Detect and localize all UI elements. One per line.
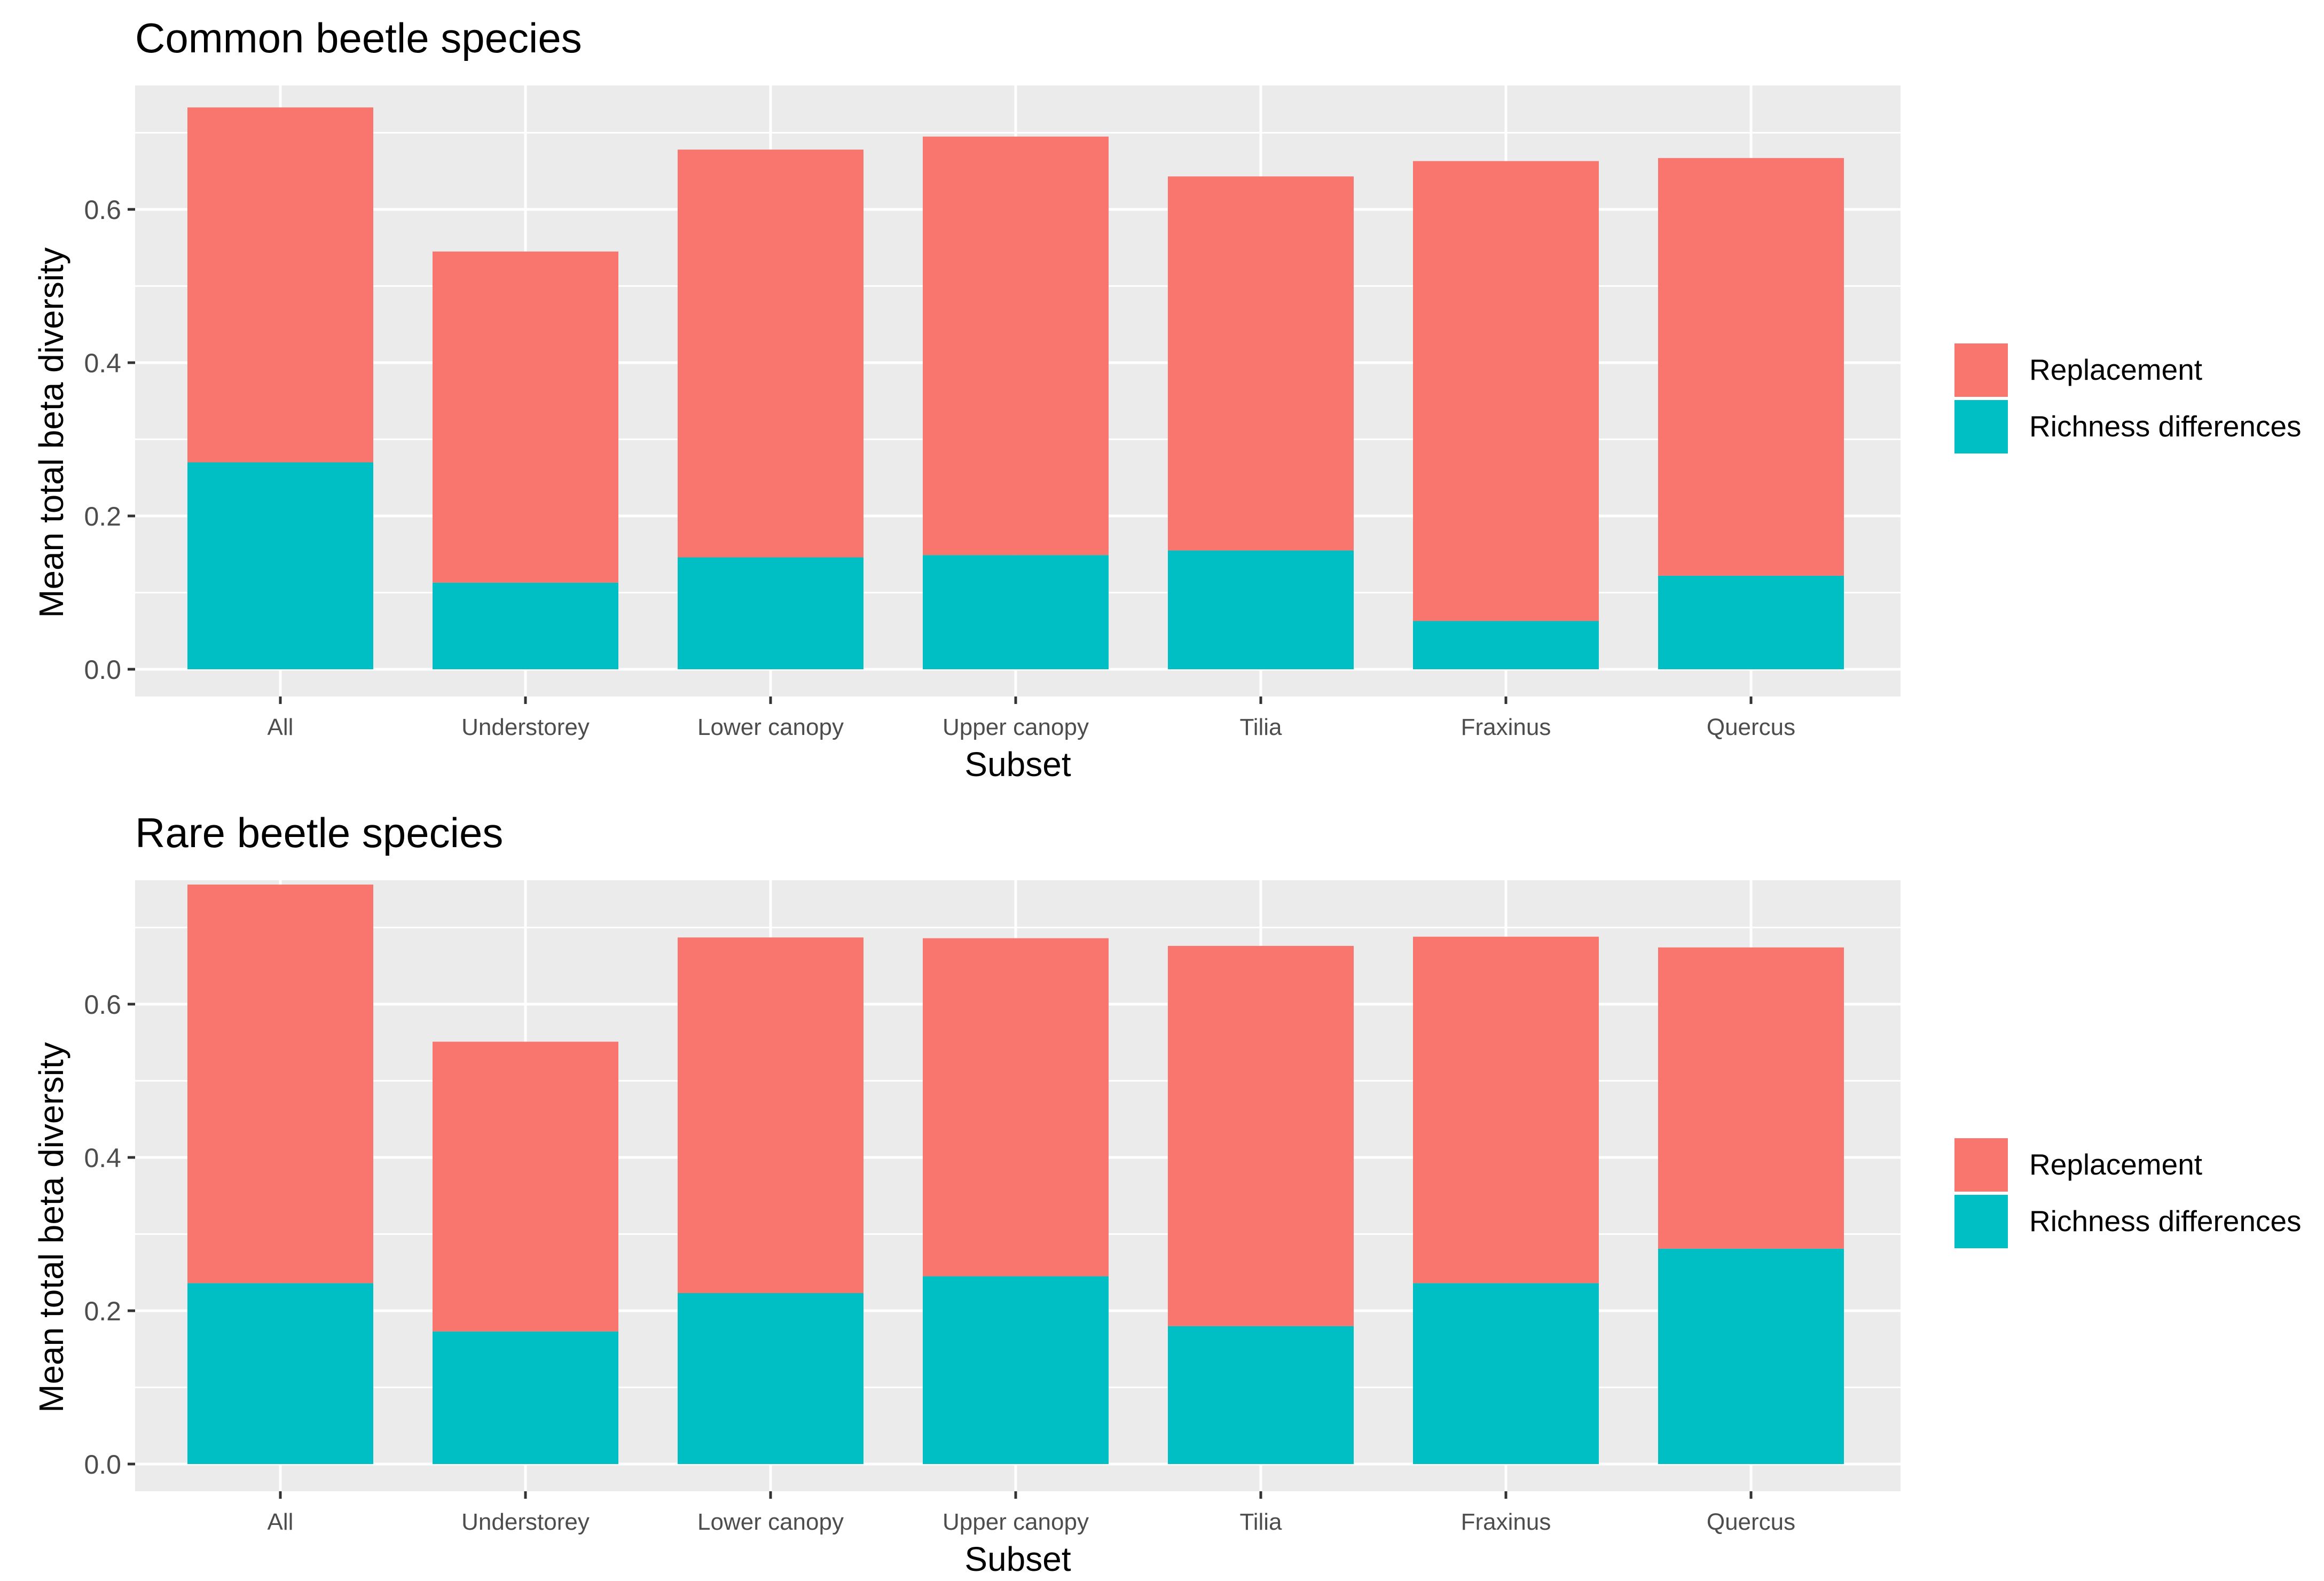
bar-replacement-all — [187, 107, 373, 463]
y-axis-title: Mean total beta diversity — [32, 1042, 70, 1413]
bar-replacement-lower-canopy — [678, 937, 863, 1293]
bar-richness-lower-canopy — [678, 1293, 863, 1464]
y-tick-label: 0.6 — [84, 990, 121, 1020]
y-tick-label: 0.2 — [84, 502, 121, 531]
legend-key-replacement — [1954, 343, 2008, 397]
y-axis-title: Mean total beta diversity — [32, 247, 70, 618]
legend-key-replacement — [1954, 1138, 2008, 1192]
bar-richness-quercus — [1658, 575, 1844, 669]
legend-label: Replacement — [2029, 1148, 2202, 1181]
y-tick-label: 0.4 — [84, 1143, 121, 1173]
bar-replacement-fraxinus — [1413, 161, 1599, 621]
x-tick-label: Upper canopy — [943, 714, 1089, 740]
x-axis-title: Subset — [964, 1540, 1071, 1578]
y-tick-label: 0.0 — [84, 1450, 121, 1480]
x-tick-label: Tilia — [1239, 1509, 1282, 1535]
x-tick-label: Fraxinus — [1461, 1509, 1551, 1535]
legend-label: Richness differences — [2029, 1204, 2302, 1238]
bar-richness-upper-canopy — [923, 1276, 1109, 1464]
bar-replacement-understorey — [433, 251, 618, 583]
bar-replacement-tilia — [1168, 176, 1354, 551]
bar-replacement-understorey — [433, 1042, 618, 1332]
legend-label: Replacement — [2029, 353, 2202, 386]
y-tick-label: 0.4 — [84, 348, 121, 378]
bar-replacement-all — [187, 885, 373, 1283]
chart-panel-2: Rare beetle species 0.0 0.2 0.4 0.6 All Unders… — [32, 809, 2302, 1578]
bar-replacement-quercus — [1658, 947, 1844, 1249]
bar-replacement-tilia — [1168, 945, 1354, 1326]
x-tick-label: All — [268, 1509, 294, 1535]
bar-richness-quercus — [1658, 1248, 1844, 1464]
legend-key-richness — [1954, 400, 2008, 453]
bar-richness-understorey — [433, 582, 618, 669]
x-tick-label: Tilia — [1239, 714, 1282, 740]
x-tick-label: Upper canopy — [943, 1509, 1089, 1535]
chart-title: Rare beetle species — [135, 809, 503, 856]
bar-richness-tilia — [1168, 1326, 1354, 1464]
bar-richness-understorey — [433, 1331, 618, 1464]
bar-richness-fraxinus — [1413, 621, 1599, 669]
bar-richness-upper-canopy — [923, 555, 1109, 669]
bar-richness-fraxinus — [1413, 1283, 1599, 1464]
x-axis-title: Subset — [964, 745, 1071, 784]
bar-richness-all — [187, 462, 373, 669]
x-tick-label: Understorey — [461, 1509, 590, 1535]
legend-key-richness — [1954, 1195, 2008, 1248]
y-tick-label: 0.0 — [84, 655, 121, 685]
x-tick-label: Lower canopy — [697, 1509, 844, 1535]
bar-richness-lower-canopy — [678, 557, 863, 669]
x-tick-label: Quercus — [1707, 1509, 1795, 1535]
bar-replacement-upper-canopy — [923, 938, 1109, 1277]
bar-replacement-upper-canopy — [923, 136, 1109, 555]
bar-replacement-quercus — [1658, 158, 1844, 576]
bar-replacement-lower-canopy — [678, 150, 863, 558]
chart-title: Common beetle species — [135, 14, 582, 61]
y-tick-label: 0.6 — [84, 195, 121, 225]
x-tick-label: Fraxinus — [1461, 714, 1551, 740]
x-tick-label: Quercus — [1707, 714, 1795, 740]
bar-richness-tilia — [1168, 550, 1354, 669]
legend-label: Richness differences — [2029, 410, 2302, 443]
bar-replacement-fraxinus — [1413, 936, 1599, 1283]
chart-panel-1: Common beetle species 0.0 0.2 0.4 0.6 All Unde… — [32, 14, 2302, 784]
y-tick-label: 0.2 — [84, 1296, 121, 1326]
x-tick-label: Understorey — [461, 714, 590, 740]
x-tick-label: All — [268, 714, 294, 740]
x-tick-label: Lower canopy — [697, 714, 844, 740]
bar-richness-all — [187, 1283, 373, 1464]
